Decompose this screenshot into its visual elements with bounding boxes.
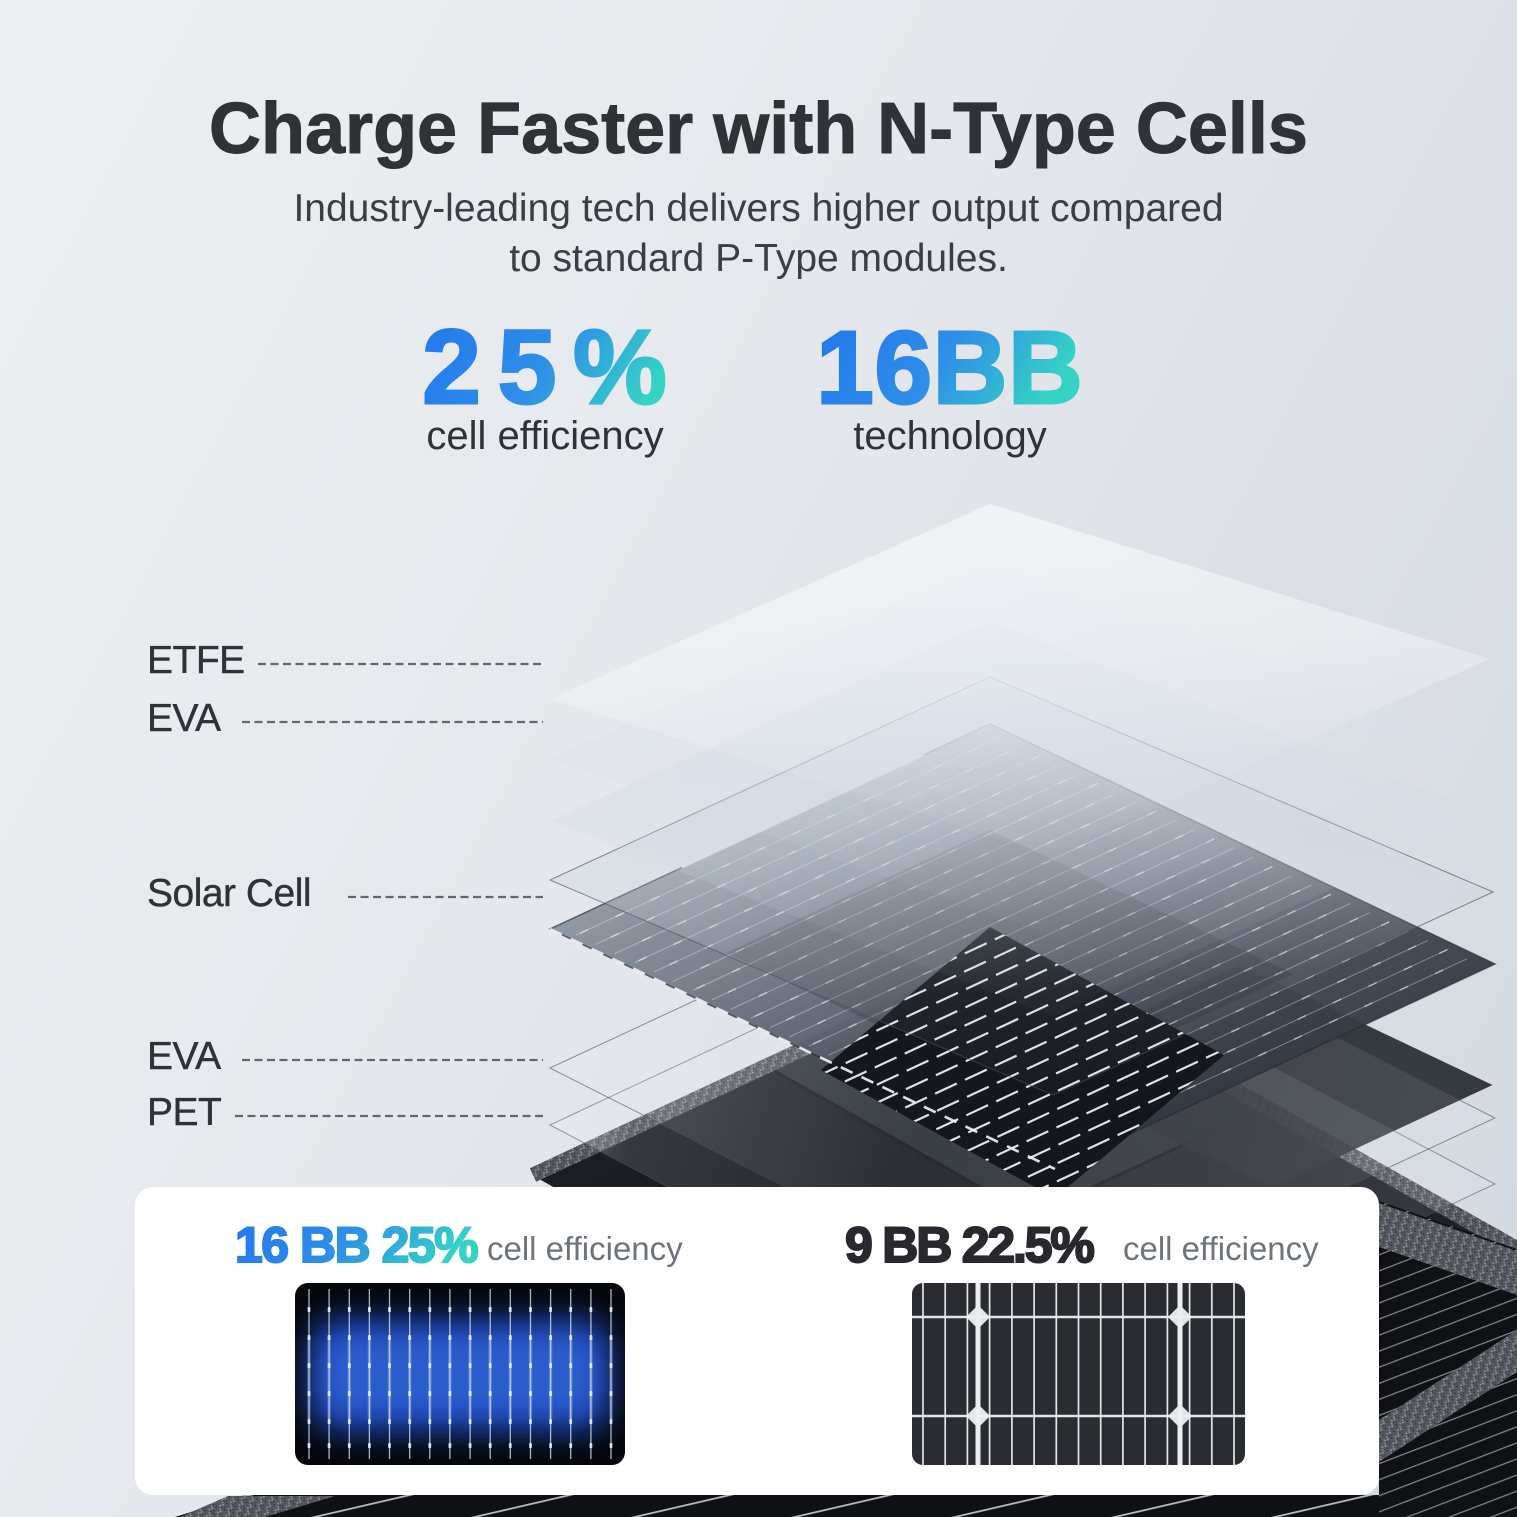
svg-text:16BB: 16BB: [816, 310, 1083, 425]
svg-text:25%: 25%: [422, 309, 683, 426]
svg-text:9 BB 22.5%: 9 BB 22.5%: [845, 1217, 1094, 1273]
svg-text:16 BB 25%: 16 BB 25%: [235, 1217, 478, 1273]
